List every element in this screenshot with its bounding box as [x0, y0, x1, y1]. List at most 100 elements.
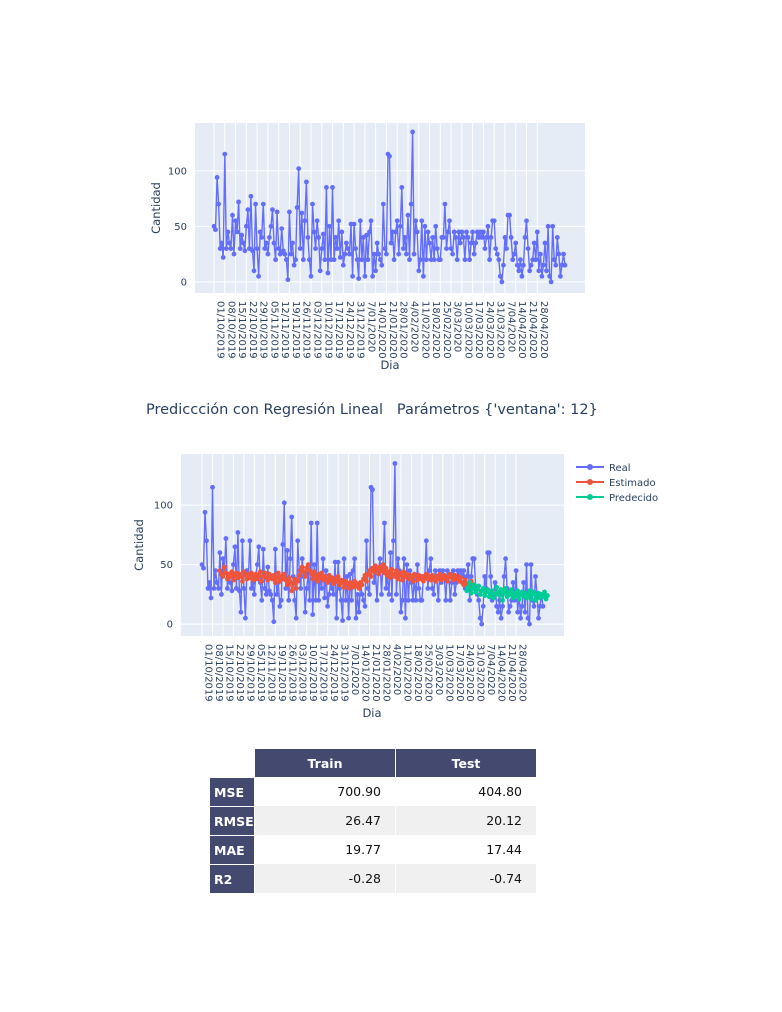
data-point	[219, 241, 224, 246]
x-tick-label: 24/12/2019	[328, 644, 339, 702]
data-point	[261, 202, 266, 207]
data-point	[433, 568, 438, 573]
data-point	[390, 567, 395, 572]
data-point	[493, 246, 498, 251]
data-point	[297, 573, 302, 578]
data-point	[401, 246, 406, 251]
data-point	[395, 218, 400, 223]
data-point	[242, 586, 247, 591]
data-point	[381, 202, 386, 207]
data-point	[232, 252, 237, 257]
data-point	[452, 230, 457, 235]
data-point	[306, 235, 311, 240]
data-point	[258, 230, 263, 235]
data-point	[327, 224, 332, 229]
data-point	[518, 257, 523, 262]
x-tick-label: 14/01/2020	[376, 301, 387, 359]
data-point	[428, 556, 433, 561]
data-point	[460, 230, 465, 235]
x-tick-label: 3/03/2020	[452, 301, 463, 352]
x-tick-label: 21/04/2020	[506, 644, 517, 702]
data-point	[543, 241, 548, 246]
data-point	[275, 210, 280, 215]
data-point	[484, 235, 489, 240]
data-point	[359, 257, 364, 262]
data-point	[555, 235, 560, 240]
x-tick-label: 15/10/2019	[236, 301, 247, 359]
data-point	[218, 246, 223, 251]
data-point	[303, 574, 308, 579]
data-point	[398, 224, 403, 229]
data-point	[390, 598, 395, 603]
data-point	[366, 257, 371, 262]
data-point	[469, 591, 474, 596]
data-point	[375, 598, 380, 603]
data-point	[343, 598, 348, 603]
data-point	[272, 241, 277, 246]
data-point	[399, 185, 404, 190]
data-point	[387, 592, 392, 597]
data-point	[262, 586, 267, 591]
legend-item[interactable]: Real	[576, 463, 631, 474]
x-tick-label: 24/03/2020	[484, 301, 495, 359]
data-point	[425, 586, 430, 591]
data-point	[561, 252, 566, 257]
chart-2-title: Prediccción con Regresión Lineal Parámet…	[146, 402, 598, 418]
row-header: MSE	[210, 777, 254, 806]
data-point	[255, 562, 260, 567]
y-tick-label: 0	[167, 620, 173, 631]
train-value: 19.77	[254, 835, 395, 864]
data-point	[527, 268, 532, 273]
data-point	[445, 579, 450, 584]
x-tick-label: 14/04/2020	[516, 301, 527, 359]
data-point	[233, 218, 238, 223]
data-point	[407, 257, 412, 262]
data-point	[210, 485, 215, 490]
x-tick-label: 01/10/2019	[203, 644, 214, 702]
data-point	[227, 241, 232, 246]
legend-item[interactable]: Estimado	[576, 478, 656, 489]
legend[interactable]: Real Estimado Predecido	[576, 463, 658, 504]
data-point	[545, 593, 550, 598]
table-row: R2 -0.28 -0.74	[210, 864, 536, 893]
data-point	[287, 210, 292, 215]
train-value: 26.47	[254, 806, 395, 835]
y-axis-title: Cantidad	[132, 519, 146, 571]
data-point	[533, 598, 538, 603]
data-point	[282, 500, 287, 505]
data-point	[529, 562, 534, 567]
data-point	[443, 202, 448, 207]
x-tick-label: 7/01/2020	[365, 301, 376, 352]
data-point	[346, 246, 351, 251]
data-point	[334, 616, 339, 621]
data-point	[441, 235, 446, 240]
data-point	[239, 610, 244, 615]
x-tick-label: 08/10/2019	[213, 644, 224, 702]
data-point	[298, 246, 303, 251]
data-point	[213, 227, 218, 232]
data-point	[309, 274, 314, 279]
legend-swatch-marker	[587, 479, 593, 485]
data-point	[469, 574, 474, 579]
data-point	[444, 246, 449, 251]
data-point	[529, 263, 534, 268]
legend-item[interactable]: Predecido	[576, 493, 658, 504]
data-point	[309, 521, 314, 526]
data-point	[524, 218, 529, 223]
data-point	[527, 622, 532, 627]
data-point	[396, 252, 401, 257]
data-point	[388, 550, 393, 555]
data-point	[507, 213, 512, 218]
x-tick-label: 31/03/2020	[475, 644, 486, 702]
data-point	[280, 542, 285, 547]
x-tick-label: 26/11/2019	[301, 301, 312, 359]
data-point	[526, 616, 531, 621]
data-point	[229, 246, 234, 251]
data-point	[427, 241, 432, 246]
data-point	[222, 565, 227, 570]
data-point	[212, 586, 217, 591]
data-point	[512, 252, 517, 257]
data-point	[238, 246, 243, 251]
data-point	[508, 604, 513, 609]
data-point	[242, 248, 247, 253]
